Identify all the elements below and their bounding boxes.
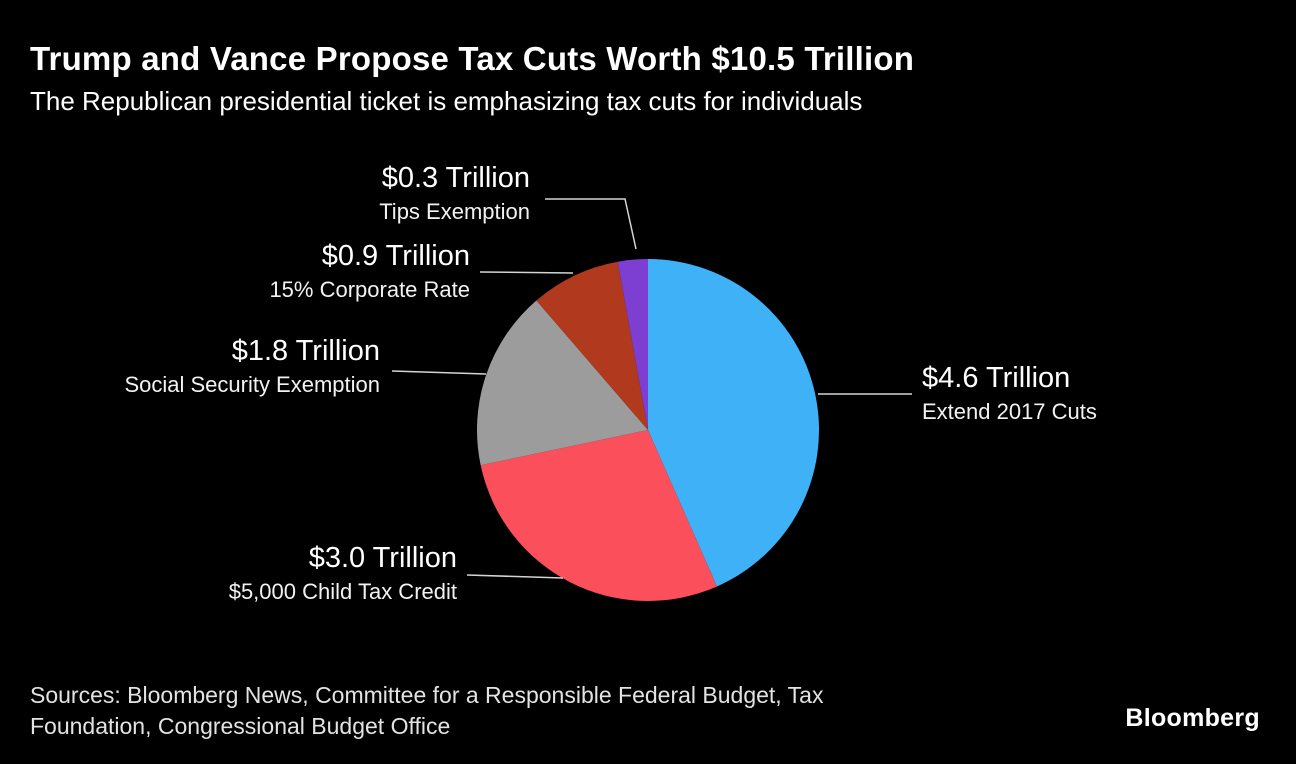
callout-corporate-rate: $0.9 Trillion 15% Corporate Rate <box>269 236 470 303</box>
callout-value-extend-2017: $4.6 Trillion <box>922 362 1071 394</box>
leader-line-tips-exemption <box>545 198 637 250</box>
leader-line-child-tax-credit <box>466 574 564 579</box>
callout-label-child-tax-credit: $5,000 Child Tax Credit <box>228 579 457 604</box>
leader-lines-group <box>391 198 912 579</box>
sources-note: Sources: Bloomberg News, Committee for a… <box>30 680 823 742</box>
leader-line-social-security <box>391 370 487 375</box>
callout-value-social-security: $1.8 Trillion <box>231 335 380 367</box>
sources-line-1: Sources: Bloomberg News, Committee for a… <box>30 682 824 708</box>
sources-line-2: Foundation, Congressional Budget Office <box>30 713 451 739</box>
callout-social-security: $1.8 Trillion Social Security Exemption <box>124 331 380 398</box>
bloomberg-logo: Bloomberg <box>1125 704 1260 732</box>
pie-slice-1 <box>480 430 717 601</box>
callout-value-corporate-rate: $0.9 Trillion <box>321 240 470 272</box>
callout-tips-exemption: $0.3 Trillion Tips Exemption <box>379 158 530 225</box>
chart-title: Trump and Vance Propose Tax Cuts Worth $… <box>30 40 915 77</box>
chart-subtitle: The Republican presidential ticket is em… <box>30 86 863 116</box>
pie-slice-2 <box>477 300 648 466</box>
callout-label-corporate-rate: 15% Corporate Rate <box>269 277 470 302</box>
callout-extend-2017: $4.6 Trillion Extend 2017 Cuts <box>922 358 1097 425</box>
leader-line-corporate-rate <box>479 271 574 274</box>
pie-slice-4 <box>617 259 648 430</box>
callout-value-child-tax-credit: $3.0 Trillion <box>308 542 457 574</box>
callout-label-extend-2017: Extend 2017 Cuts <box>922 399 1097 424</box>
pie-slice-0 <box>648 259 819 587</box>
callout-label-social-security: Social Security Exemption <box>124 372 380 397</box>
callout-label-tips-exemption: Tips Exemption <box>379 199 530 224</box>
pie-slices-group <box>477 259 819 601</box>
callout-value-tips-exemption: $0.3 Trillion <box>381 162 530 194</box>
pie-slice-3 <box>536 261 648 430</box>
callout-child-tax-credit: $3.0 Trillion $5,000 Child Tax Credit <box>229 538 457 605</box>
